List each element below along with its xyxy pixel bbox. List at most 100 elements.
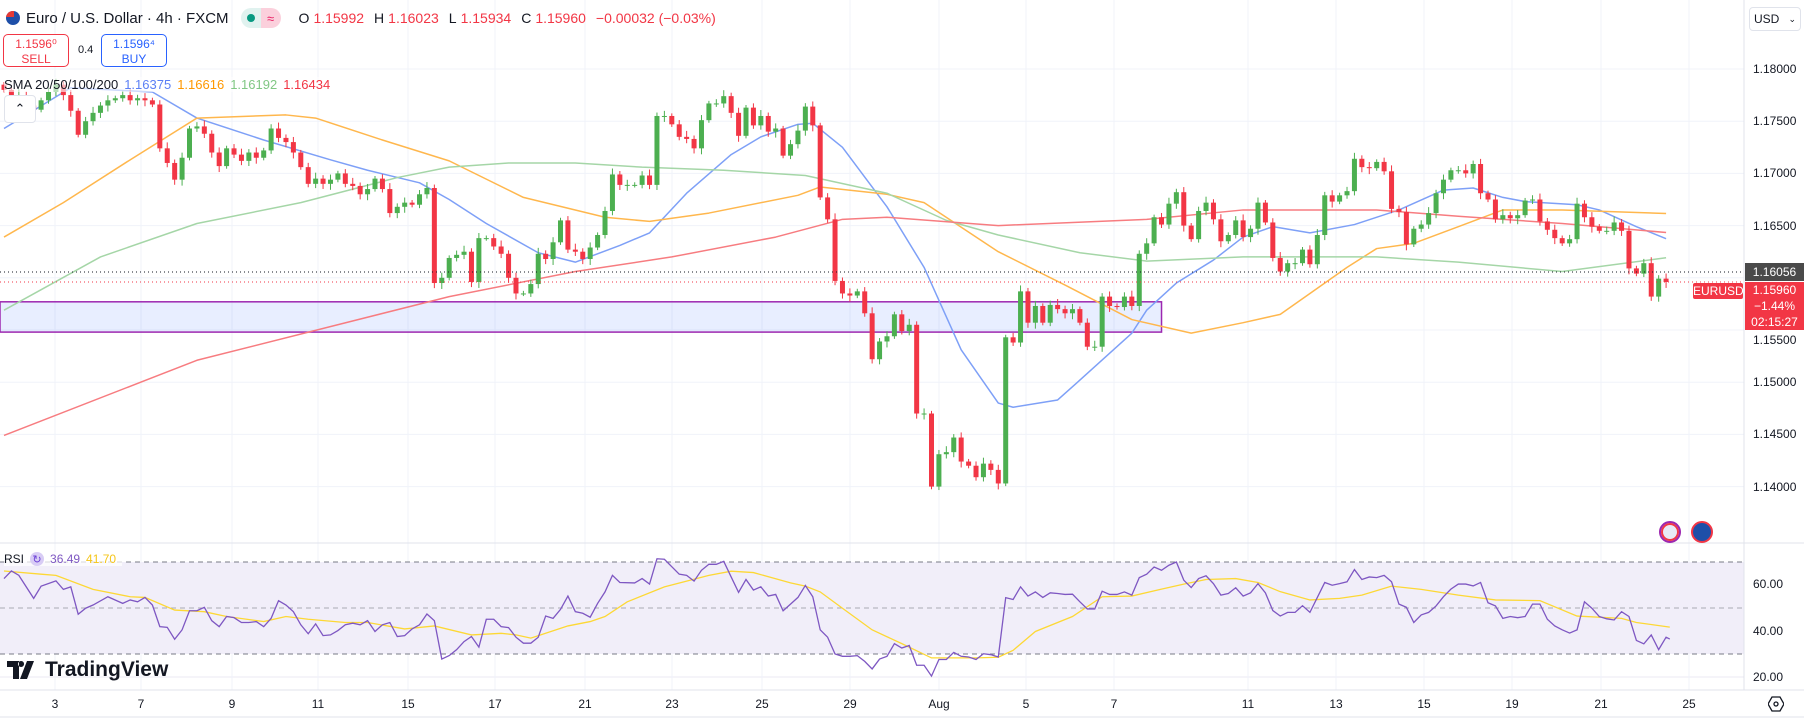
price-tick: 1.18000 — [1753, 62, 1797, 76]
candle-up — [1455, 170, 1461, 172]
currency-select[interactable]: USD ⌄ — [1749, 7, 1801, 31]
close-key: C — [521, 10, 532, 26]
candle-down — [201, 126, 207, 134]
candle-up — [1515, 215, 1521, 219]
symbol-title[interactable]: Euro / U.S. Dollar · 4h · FXCM — [26, 9, 229, 27]
candle-up — [1411, 228, 1417, 245]
marker-price-badge: 1.16056 — [1745, 263, 1804, 281]
candle-down — [1478, 164, 1484, 194]
candle-down — [387, 189, 393, 214]
time-tick: 13 — [1329, 697, 1343, 711]
market-status[interactable]: ≈ — [240, 8, 281, 28]
candle-down — [1159, 217, 1165, 225]
time-tick: 7 — [137, 697, 145, 711]
candle-up — [261, 150, 267, 158]
change-value: −0.00032 (−0.03%) — [595, 10, 716, 26]
candle-down — [914, 324, 920, 414]
last-price-badge: 1.15960 −1.44% 02:15:27 — [1745, 282, 1804, 330]
candle-up — [38, 100, 44, 110]
rsi-label: RSI — [4, 552, 25, 566]
time-tick: 23 — [665, 697, 679, 711]
candle-down — [1463, 170, 1469, 174]
candle-up — [788, 144, 794, 156]
candle-down — [1240, 220, 1246, 238]
low-value: 1.15934 — [460, 10, 512, 26]
buy-button[interactable]: 1.1596⁴ BUY — [101, 34, 167, 67]
eu-event-icon[interactable] — [1691, 521, 1713, 543]
symbol-badge: EURUSD — [1693, 283, 1744, 299]
rsi-line — [3, 558, 1671, 678]
collapse-legend-button[interactable]: ⌃ — [4, 95, 36, 123]
candle-up — [112, 98, 118, 101]
sma-legend[interactable]: SMA 20/50/100/200 1.16375 1.16616 1.1619… — [4, 77, 331, 92]
candle-down — [1507, 215, 1513, 219]
time-tick: 11 — [311, 697, 325, 711]
candle-up — [1047, 304, 1053, 323]
candle-up — [758, 115, 764, 126]
sell-button[interactable]: 1.1596⁰ SELL — [3, 34, 69, 67]
us-event-icon[interactable] — [1659, 521, 1681, 543]
candle-down — [1626, 230, 1632, 269]
candle-down — [1381, 161, 1387, 172]
candle-up — [1069, 309, 1075, 314]
candle-up — [446, 257, 452, 278]
time-tick: 11 — [1241, 697, 1255, 711]
tradingview-logo[interactable]: TradingView — [7, 658, 168, 682]
candle-down — [350, 183, 356, 186]
candle-up — [246, 152, 252, 161]
candle-down — [1055, 304, 1061, 310]
sell-label: SELL — [21, 52, 51, 66]
candle-up — [1225, 234, 1231, 242]
candle-down — [1648, 263, 1654, 297]
candle-down — [1389, 171, 1395, 209]
candle-up — [1099, 296, 1105, 347]
candle-up — [1656, 278, 1662, 297]
candle-up — [187, 128, 192, 158]
candle-up — [1470, 164, 1476, 174]
candle-up — [1574, 203, 1580, 240]
candle-up — [1196, 210, 1202, 240]
candle-down — [1107, 296, 1113, 306]
candle-down — [1188, 225, 1194, 240]
candle-down — [580, 251, 586, 260]
candle-down — [506, 253, 512, 278]
candle-down — [958, 437, 964, 462]
candle-down — [832, 219, 838, 281]
candle-down — [1359, 158, 1365, 168]
rsi-value: 36.49 — [50, 552, 81, 566]
candle-up — [595, 234, 601, 248]
candle-up — [1604, 230, 1610, 232]
candle-down — [498, 246, 504, 254]
candle-up — [1351, 158, 1357, 192]
candle-up — [1233, 220, 1239, 235]
candle-down — [869, 313, 875, 360]
candle-down — [1619, 222, 1625, 231]
candle-up — [483, 238, 489, 240]
candle-up — [609, 174, 615, 211]
candle-down — [209, 133, 215, 153]
candle-down — [1277, 257, 1283, 272]
rsi-tick: 20.00 — [1753, 670, 1784, 684]
candle-down — [216, 152, 222, 167]
candle-up — [1530, 199, 1536, 201]
candle-up — [535, 253, 541, 285]
candle-down — [1581, 203, 1587, 218]
settings-icon[interactable] — [1767, 696, 1785, 712]
low-key: L — [448, 10, 457, 26]
candle-up — [1203, 202, 1209, 211]
candle-up — [854, 291, 860, 296]
candle-down — [298, 152, 304, 168]
candle-up — [721, 96, 727, 104]
candle-down — [684, 136, 690, 139]
candle-down — [750, 107, 756, 126]
candle-up — [90, 112, 96, 122]
rsi-legend[interactable]: RSI ↻ 36.49 41.70 — [4, 552, 123, 566]
candle-up — [921, 413, 927, 415]
candle-up — [105, 100, 111, 106]
candle-down — [305, 167, 311, 184]
price-tick: 1.17000 — [1753, 166, 1797, 181]
support-zone[interactable] — [0, 301, 1163, 333]
candle-up — [1255, 202, 1261, 229]
tradingview-logo-icon — [7, 661, 34, 679]
